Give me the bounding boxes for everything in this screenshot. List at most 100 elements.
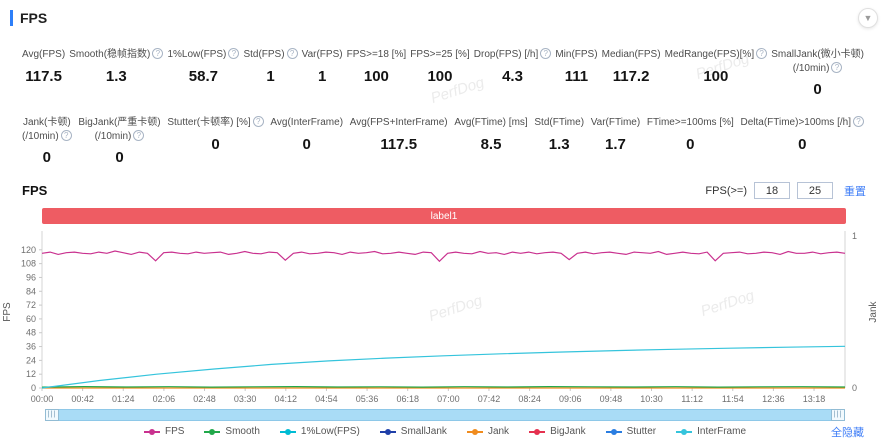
- threshold-input-2[interactable]: [797, 182, 833, 199]
- x-tick-label: 06:18: [396, 394, 419, 404]
- x-tick-label: 07:42: [478, 394, 501, 404]
- legend-dot: [534, 428, 541, 435]
- stat-label-text: Avg(InterFrame): [270, 117, 344, 128]
- x-tick-label: 09:06: [559, 394, 582, 404]
- help-icon[interactable]: ?: [252, 116, 264, 127]
- stat-value: 0: [211, 135, 220, 153]
- help-icon[interactable]: ?: [133, 129, 145, 141]
- help-icon[interactable]: ?: [152, 48, 164, 59]
- stat-item: Std(FTime) 1.3: [534, 116, 584, 166]
- x-tick-label: 00:00: [31, 394, 54, 404]
- stat-label: 1%Low(FPS)?: [167, 48, 240, 62]
- stat-value: 0: [42, 149, 52, 166]
- y-tick-label: 84: [26, 286, 36, 296]
- help-icon[interactable]: ?: [540, 48, 552, 59]
- threshold-input-1[interactable]: [754, 182, 790, 199]
- help-icon[interactable]: ?: [852, 116, 864, 127]
- stat-label-text: BigJank(严重卡顿): [78, 117, 161, 128]
- x-tick-label: 03:30: [234, 394, 257, 404]
- stat-label: Drop(FPS) [/h]?: [474, 48, 552, 62]
- x-tick-label: 10:30: [640, 394, 663, 404]
- y-tick-label: 60: [26, 314, 36, 324]
- stat-value: 1.3: [548, 135, 570, 153]
- stat-label-text: Avg(FTime) [ms]: [454, 117, 528, 128]
- stat-label: FTime>=100ms [%]: [647, 116, 734, 130]
- scrollbar-right-handle[interactable]: |||: [831, 409, 845, 421]
- y-tick-label: 120: [21, 245, 36, 255]
- help-icon[interactable]: ?: [60, 129, 72, 141]
- stat-label: FPS>=25 [%]: [410, 48, 469, 62]
- legend-dot: [209, 428, 216, 435]
- legend-label: FPS: [164, 426, 185, 437]
- legend-item-smooth[interactable]: Smooth: [204, 426, 260, 437]
- stat-label-text: FPS>=18 [%]: [346, 49, 407, 60]
- help-icon[interactable]: ?: [228, 48, 240, 59]
- legend-label: BigJank: [550, 426, 586, 437]
- stat-item: SmallJank(微小卡顿) (/10min)? 0: [771, 48, 864, 98]
- stat-label-text: Smooth(稳帧指数): [69, 49, 151, 60]
- hide-all-link[interactable]: 全隐藏: [831, 426, 864, 439]
- stat-value: 117.2: [612, 67, 650, 85]
- x-tick-label: 04:54: [315, 394, 338, 404]
- stat-item: Drop(FPS) [/h]? 4.3: [474, 48, 552, 98]
- help-icon[interactable]: ?: [756, 48, 768, 59]
- series-line-fps: [41, 250, 846, 263]
- help-icon[interactable]: ?: [286, 48, 298, 59]
- legend-item-smalljank[interactable]: SmallJank: [379, 426, 447, 437]
- stat-value: 0: [302, 135, 311, 153]
- legend-dot: [148, 428, 155, 435]
- stat-value: 117.5: [25, 67, 62, 85]
- stat-label: Avg(FPS): [22, 48, 65, 62]
- stat-item: Avg(FPS) 117.5: [22, 48, 65, 98]
- stat-item: Var(FPS) 1: [302, 48, 343, 98]
- scrollbar-left-handle[interactable]: |||: [45, 409, 59, 421]
- legend-label: 1%Low(FPS): [300, 426, 360, 437]
- stat-label: BigJank(严重卡顿) (/10min)?: [78, 116, 160, 143]
- stat-label: SmallJank(微小卡顿) (/10min)?: [771, 48, 864, 75]
- threshold-label: FPS(>=): [705, 184, 747, 197]
- chart-title: FPS: [22, 183, 48, 198]
- x-tick-label: 08:24: [518, 394, 541, 404]
- stat-label: Min(FPS): [555, 48, 597, 62]
- legend-item-bigjank[interactable]: BigJank: [529, 426, 586, 437]
- collapse-panel-button[interactable]: ▼: [858, 8, 878, 28]
- stat-label-text: Var(FPS): [301, 49, 343, 60]
- stat-label: Jank(卡顿) (/10min)?: [22, 116, 72, 143]
- stat-label-text: Var(FTime): [590, 117, 641, 128]
- legend-items: FPS Smooth 1%Low(FPS) SmallJank Jank BigJank S…: [143, 426, 746, 437]
- stat-label-text-2: (/10min): [792, 62, 830, 74]
- y-tick-label: 36: [26, 342, 36, 352]
- chart-label-banner[interactable]: label1: [42, 208, 846, 224]
- stat-item: MedRange(FPS)[%]? 100: [664, 48, 768, 98]
- legend-item-1-low-fps-[interactable]: 1%Low(FPS): [279, 426, 360, 437]
- reset-link[interactable]: 重置: [844, 185, 866, 198]
- legend-item-fps[interactable]: FPS: [143, 426, 185, 437]
- stat-label: Avg(InterFrame): [270, 116, 343, 130]
- stat-value: 4.3: [502, 67, 523, 85]
- stat-label: Median(FPS): [602, 48, 661, 62]
- x-tick-label: 02:48: [193, 394, 216, 404]
- y-axis-left-title: FPS: [2, 302, 13, 322]
- stat-label: Std(FTime): [534, 116, 584, 130]
- stat-label-text-2: (/10min): [94, 130, 132, 142]
- stat-label-text: Min(FPS): [555, 49, 598, 60]
- legend-dot: [681, 428, 688, 435]
- stat-value: 1: [317, 67, 327, 85]
- legend-item-jank[interactable]: Jank: [466, 426, 509, 437]
- stat-label-text: Std(FPS): [243, 49, 285, 60]
- help-icon[interactable]: ?: [831, 61, 843, 73]
- x-tick-label: 00:42: [71, 394, 94, 404]
- timeline-scrollbar[interactable]: ||| |||: [45, 409, 845, 421]
- legend-item-interframe[interactable]: InterFrame: [676, 426, 746, 437]
- stat-label: Var(FPS): [302, 48, 343, 62]
- stat-item: FPS>=25 [%] 100: [410, 48, 469, 98]
- panel-header: FPS ▼: [0, 0, 890, 28]
- stat-label-text: FTime>=100ms [%]: [646, 117, 734, 128]
- legend-item-stutter[interactable]: Stutter: [605, 426, 656, 437]
- stat-label: Smooth(稳帧指数)?: [69, 48, 164, 62]
- stat-item: Jank(卡顿) (/10min)? 0: [22, 116, 72, 166]
- banner-label: label1: [430, 210, 458, 222]
- stat-label-text: MedRange(FPS)[%]: [664, 49, 755, 60]
- legend-label: SmallJank: [400, 426, 447, 437]
